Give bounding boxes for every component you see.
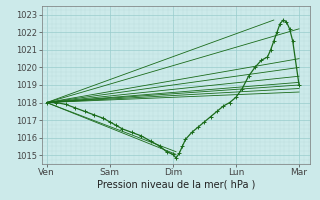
X-axis label: Pression niveau de la mer( hPa ): Pression niveau de la mer( hPa ) <box>97 180 255 190</box>
